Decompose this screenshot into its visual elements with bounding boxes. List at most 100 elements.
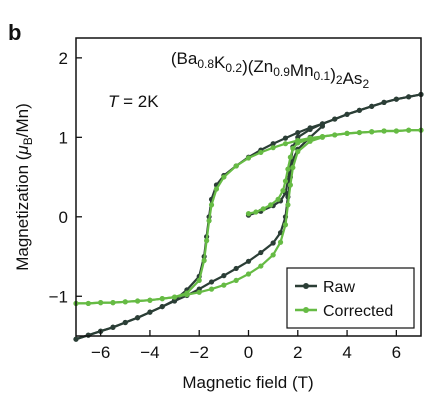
- corrected-point: [290, 145, 296, 152]
- corrected-point: [159, 296, 165, 302]
- corrected-point: [196, 289, 202, 295]
- corrected-point: [282, 222, 289, 228]
- raw-point: [295, 129, 301, 136]
- corrected-point: [307, 138, 313, 144]
- raw-point: [369, 103, 375, 109]
- corrected-point: [332, 132, 338, 138]
- raw-point: [258, 249, 264, 256]
- corrected-point: [258, 263, 264, 269]
- corrected-point: [147, 297, 153, 303]
- y-tick-label: 0: [59, 208, 68, 227]
- corrected-point: [295, 137, 301, 144]
- corrected-point: [122, 299, 128, 305]
- raw-point: [122, 319, 128, 326]
- legend-marker-corrected: [303, 307, 309, 313]
- y-axis-label: Magnetization (μB/Mn): [13, 103, 35, 271]
- corrected-point: [233, 163, 239, 169]
- x-tick-label: −2: [190, 343, 209, 362]
- y-tick-label: −1: [49, 287, 68, 306]
- corrected-point: [221, 282, 227, 288]
- raw-point: [381, 99, 387, 105]
- axis-ticks: −6 −4 −2 0 2 4 6 −1 0 1 2: [49, 49, 401, 362]
- chart-title: (Ba0.8K0.2)(Zn0.9Mn0.1)2As2: [171, 49, 370, 91]
- corrected-point: [381, 128, 387, 134]
- corrected-point: [208, 286, 215, 292]
- corrected-point: [282, 178, 289, 184]
- corrected-point: [98, 300, 104, 306]
- corrected-point: [290, 164, 296, 171]
- raw-line-0: [248, 93, 422, 217]
- legend-box: [286, 267, 415, 329]
- corrected-point: [245, 271, 252, 277]
- corrected-point: [406, 127, 412, 133]
- raw-point: [393, 96, 399, 102]
- legend-label-raw: Raw: [323, 279, 355, 296]
- raw-point: [332, 116, 338, 122]
- corrected-point: [277, 239, 284, 245]
- corrected-point: [245, 155, 252, 161]
- y-tick-label: 1: [59, 128, 68, 147]
- corrected-point: [171, 294, 178, 300]
- corrected-point: [319, 134, 326, 140]
- corrected-point: [233, 277, 239, 283]
- x-axis-label: Magnetic field (T): [182, 373, 313, 392]
- corrected-point: [270, 252, 276, 258]
- raw-point: [245, 258, 252, 264]
- legend-marker-raw: [303, 283, 309, 289]
- raw-point: [344, 111, 350, 117]
- corrected-point: [184, 292, 190, 298]
- temperature-annotation: T = 2K: [108, 92, 159, 111]
- panel-label: b: [8, 20, 21, 45]
- raw-point: [135, 315, 141, 321]
- raw-point: [282, 135, 289, 141]
- corrected-point: [213, 186, 220, 192]
- corrected-point: [280, 187, 286, 194]
- corrected-point: [285, 166, 291, 172]
- corrected-point: [85, 300, 91, 307]
- x-tick-label: −4: [140, 343, 159, 362]
- raw-point: [171, 298, 178, 304]
- x-tick-label: −6: [91, 343, 110, 362]
- corrected-point: [196, 277, 202, 283]
- raw-point: [110, 324, 116, 330]
- corrected-point: [275, 196, 281, 202]
- corrected-point: [287, 154, 293, 160]
- corrected-point: [287, 182, 293, 188]
- legend-label-corrected: Corrected: [323, 303, 393, 320]
- y-tick-label: 2: [59, 49, 68, 68]
- corrected-point: [295, 149, 301, 155]
- raw-point: [406, 94, 412, 100]
- x-tick-label: 0: [244, 343, 253, 362]
- corrected-point: [268, 202, 274, 208]
- corrected-point: [110, 300, 116, 306]
- legend: Raw Corrected: [286, 267, 415, 329]
- corrected-point: [253, 209, 259, 215]
- corrected-point: [245, 211, 252, 217]
- corrected-point: [206, 218, 212, 224]
- raw-point: [307, 125, 313, 131]
- corrected-point: [356, 129, 362, 136]
- raw-point: [270, 240, 276, 246]
- x-tick-label: 2: [293, 343, 302, 362]
- raw-point: [159, 303, 165, 310]
- corrected-point: [135, 298, 141, 304]
- raw-point: [85, 332, 91, 338]
- series-layer: [73, 91, 424, 342]
- corrected-point: [270, 145, 276, 151]
- corrected-point: [208, 202, 215, 208]
- x-tick-label: 6: [392, 343, 401, 362]
- raw-point: [270, 141, 276, 147]
- raw-point: [73, 336, 79, 342]
- raw-point: [356, 107, 362, 113]
- corrected-point: [260, 206, 266, 212]
- corrected-point: [344, 130, 350, 136]
- corrected-point: [221, 174, 227, 180]
- raw-point: [233, 265, 239, 272]
- raw-point: [319, 123, 326, 129]
- corrected-point: [369, 129, 375, 135]
- corrected-point: [201, 257, 207, 264]
- corrected-point: [204, 238, 210, 244]
- raw-point: [221, 273, 227, 279]
- raw-point: [147, 309, 153, 315]
